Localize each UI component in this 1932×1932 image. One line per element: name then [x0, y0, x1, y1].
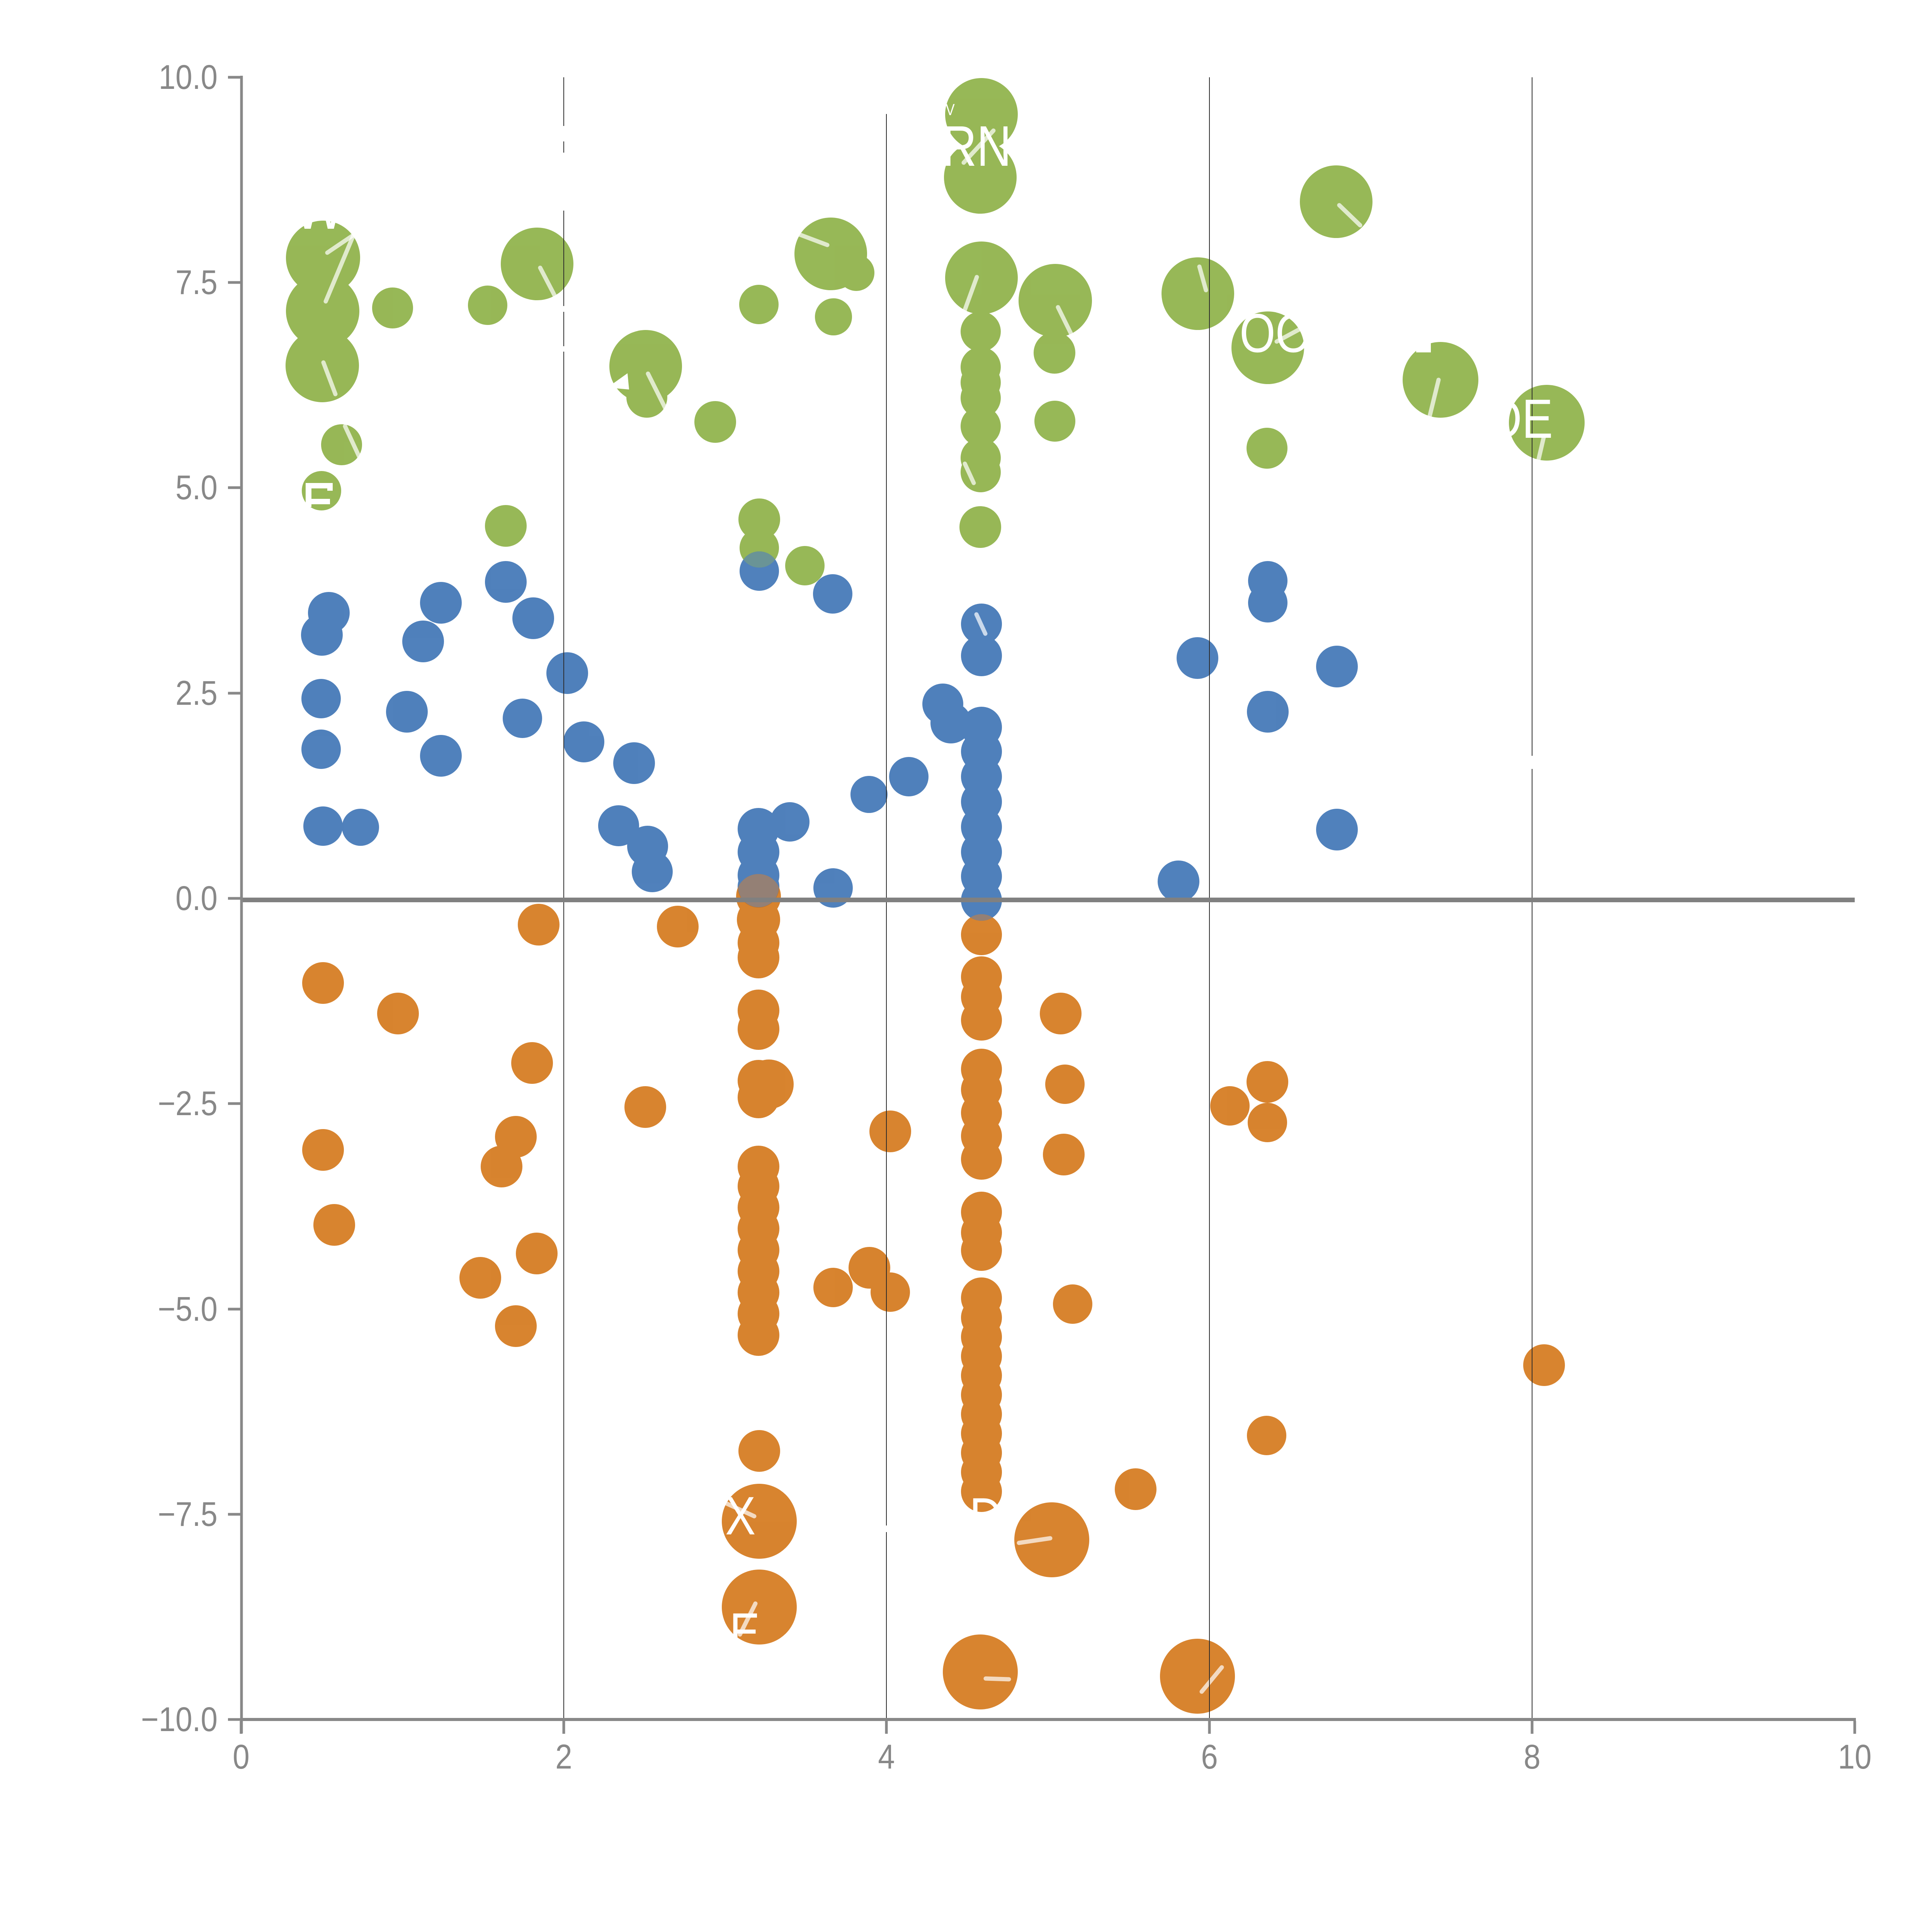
svg-text:−2.5: −2.5 — [158, 1084, 218, 1122]
svg-text:V: V — [946, 101, 955, 119]
svg-text:8: 8 — [1524, 1737, 1541, 1776]
svg-text:10.0: 10.0 — [159, 58, 218, 96]
svg-text:5.0: 5.0 — [175, 468, 218, 507]
svg-text:6: 6 — [1201, 1737, 1218, 1776]
svg-text:−7.5: −7.5 — [158, 1495, 218, 1533]
svg-text:2.5: 2.5 — [175, 673, 218, 712]
svg-text:DE: DE — [1488, 388, 1553, 449]
svg-text:D: D — [969, 1487, 1002, 1547]
svg-text:−5.0: −5.0 — [158, 1289, 218, 1328]
svg-text:E: E — [730, 1602, 760, 1662]
svg-text:0: 0 — [233, 1737, 250, 1776]
svg-text:10: 10 — [1838, 1737, 1871, 1776]
svg-text:0.0: 0.0 — [175, 879, 218, 917]
svg-text:4: 4 — [878, 1737, 895, 1776]
svg-text:7.5: 7.5 — [175, 263, 218, 301]
svg-text:OO: OO — [1240, 302, 1311, 364]
svg-text:2: 2 — [555, 1737, 572, 1776]
svg-text:X: X — [725, 1486, 755, 1546]
svg-text:−10.0: −10.0 — [141, 1700, 218, 1738]
svg-text:RN: RN — [942, 114, 1012, 178]
svg-text:W: W — [293, 170, 345, 243]
